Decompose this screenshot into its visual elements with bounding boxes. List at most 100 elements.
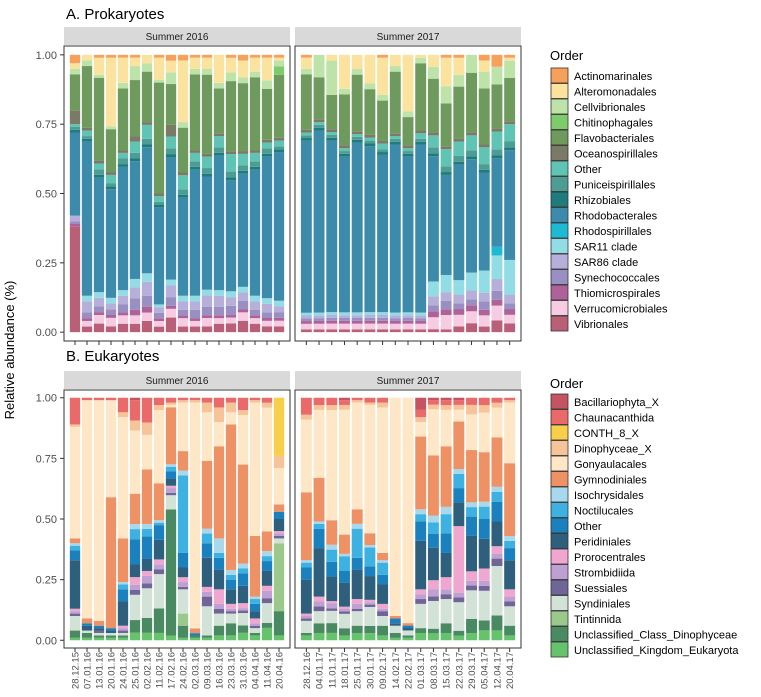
- bar-segment: [201, 412, 213, 461]
- bar-segment: [491, 246, 503, 256]
- bar-segment: [440, 86, 452, 104]
- bar-segment: [249, 596, 261, 600]
- bar-segment: [93, 77, 105, 161]
- x-tick-label: 09.02.17: [378, 652, 389, 689]
- bar-segment: [129, 564, 141, 578]
- legend-label: Noctilucales: [574, 506, 634, 518]
- bar-segment: [141, 273, 153, 282]
- bar-segment: [491, 407, 503, 438]
- x-tick-label: 05.04.17: [480, 652, 491, 689]
- legend-swatch: [550, 610, 569, 627]
- bar-segment: [427, 534, 439, 548]
- bar-segment: [165, 154, 177, 158]
- bar-segment: [249, 169, 261, 296]
- legend-swatch: [550, 284, 569, 301]
- bar-segment: [165, 60, 177, 73]
- bar-segment: [440, 103, 452, 147]
- bar-segment: [93, 397, 105, 401]
- bar-segment: [129, 584, 141, 590]
- bar-segment: [453, 409, 465, 422]
- bar-segment: [389, 138, 401, 142]
- bar-segment: [225, 305, 237, 315]
- bar-segment: [351, 139, 363, 143]
- bar-segment: [364, 633, 376, 641]
- legend-label: Tintinnida: [574, 614, 622, 626]
- bar-segment: [453, 592, 465, 598]
- bar-segment: [213, 407, 225, 422]
- bar-segment: [478, 309, 490, 316]
- bar-segment: [201, 68, 213, 75]
- bar-segment: [389, 133, 401, 137]
- bar-segment: [402, 156, 414, 313]
- bar-segment: [201, 596, 213, 607]
- bar-segment: [326, 94, 338, 130]
- bar-segment: [427, 281, 439, 297]
- legend-label: Prorocentrales: [574, 552, 646, 564]
- bar-segment: [440, 599, 452, 624]
- bar-segment: [261, 590, 273, 599]
- bar-segment: [261, 397, 273, 403]
- bar-segment: [141, 558, 153, 571]
- bar-segment: [453, 54, 465, 58]
- y-tick-label: 0.00: [36, 327, 57, 339]
- bar-segment: [153, 82, 165, 194]
- bar-segment: [273, 306, 285, 313]
- bar-segment: [453, 635, 465, 641]
- bar-segment: [93, 74, 105, 78]
- legend-swatch: [550, 424, 569, 441]
- bar-segment: [415, 417, 427, 422]
- bar-segment: [326, 632, 338, 641]
- bar-segment: [389, 141, 401, 145]
- bar-segment: [478, 315, 490, 327]
- bar-segment: [69, 226, 81, 333]
- y-axis-title: Relative abundance (%): [2, 281, 17, 420]
- bar-segment: [273, 149, 285, 153]
- bar-segment: [491, 553, 503, 559]
- bar-segment: [225, 57, 237, 73]
- bar-segment: [117, 538, 129, 583]
- bar-segment: [440, 54, 452, 58]
- bar-segment: [339, 54, 350, 89]
- bar-segment: [377, 574, 389, 585]
- bar-segment: [177, 60, 189, 123]
- bar-segment: [177, 309, 189, 316]
- bar-segment: [351, 136, 363, 140]
- panel-title: B. Eukaryotes: [66, 348, 159, 365]
- bar-segment: [326, 405, 338, 410]
- bar-segment: [237, 151, 249, 154]
- bar-segment: [364, 89, 376, 135]
- bar-segment: [351, 54, 363, 69]
- bar-segment: [129, 539, 141, 565]
- bar-segment: [141, 295, 153, 307]
- bar-segment: [478, 147, 490, 165]
- bar-segment: [189, 57, 201, 69]
- x-tick-label: 14.02.17: [391, 652, 402, 689]
- bar-segment: [189, 152, 201, 162]
- legend-label: Chitinophagales: [574, 118, 653, 130]
- bar-segment: [364, 402, 376, 405]
- bar-segment: [153, 79, 165, 83]
- bar-segment: [339, 409, 350, 535]
- bar-segment: [201, 606, 213, 636]
- bar-segment: [389, 397, 401, 617]
- bar-segment: [300, 140, 312, 313]
- bar-segment: [351, 632, 363, 641]
- bar-segment: [377, 312, 389, 315]
- bar-segment: [466, 535, 477, 572]
- bar-segment: [364, 314, 376, 318]
- bar-segment: [153, 321, 165, 327]
- facet-strip: [295, 371, 521, 389]
- bar-segment: [504, 540, 516, 549]
- bar-segment: [402, 145, 414, 149]
- bar-segment: [389, 144, 401, 313]
- bar-segment: [504, 606, 516, 626]
- bar-segment: [326, 312, 338, 315]
- bar-segment: [105, 497, 117, 629]
- bar-segment: [81, 312, 93, 319]
- bar-segment: [153, 57, 165, 80]
- bar-segment: [69, 608, 81, 612]
- bar-segment: [213, 421, 225, 447]
- bar-segment: [440, 149, 452, 167]
- bar-segment: [273, 146, 285, 150]
- bar-segment: [213, 82, 225, 89]
